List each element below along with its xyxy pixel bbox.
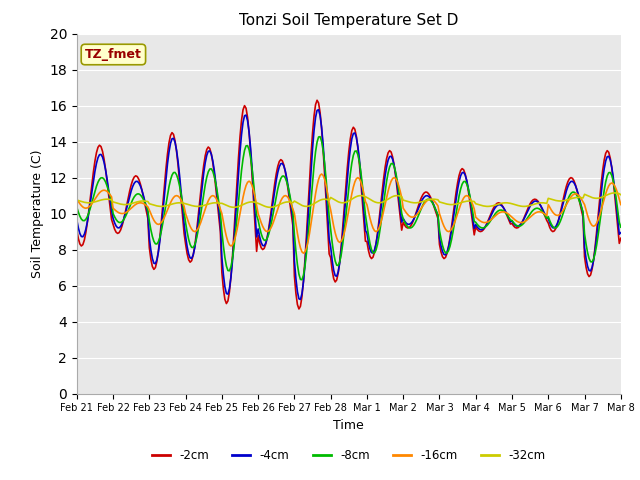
-32cm <box>552 198 559 204</box>
-16cm <box>300 251 307 256</box>
-8cm <box>88 200 96 205</box>
Line: -2cm: -2cm <box>77 100 621 309</box>
-4cm <box>617 230 625 236</box>
-2cm <box>416 199 424 204</box>
-32cm <box>403 198 410 204</box>
-2cm <box>295 306 303 312</box>
X-axis label: Time: Time <box>333 419 364 432</box>
-32cm <box>88 200 96 205</box>
-4cm <box>174 158 182 164</box>
-2cm <box>404 225 412 231</box>
-4cm <box>386 154 394 159</box>
-32cm <box>174 200 182 206</box>
-16cm <box>416 208 424 214</box>
-32cm <box>230 204 238 210</box>
-8cm <box>617 224 625 230</box>
-8cm <box>73 204 81 210</box>
-32cm <box>611 190 619 196</box>
Y-axis label: Soil Temperature (C): Soil Temperature (C) <box>31 149 44 278</box>
-4cm <box>404 221 412 227</box>
-8cm <box>174 177 182 182</box>
Line: -16cm: -16cm <box>77 174 621 253</box>
-8cm <box>298 277 306 283</box>
-8cm <box>554 224 561 229</box>
Text: TZ_fmet: TZ_fmet <box>85 48 142 61</box>
-8cm <box>316 134 324 140</box>
-16cm <box>317 171 325 177</box>
-2cm <box>88 181 96 187</box>
-8cm <box>416 209 424 215</box>
-2cm <box>313 97 321 103</box>
-2cm <box>73 227 81 233</box>
-32cm <box>73 197 81 203</box>
-16cm <box>174 193 182 199</box>
-4cm <box>88 188 96 194</box>
-32cm <box>617 192 625 198</box>
-2cm <box>617 235 625 241</box>
Line: -8cm: -8cm <box>77 137 621 280</box>
-8cm <box>386 164 394 170</box>
-4cm <box>315 107 323 113</box>
-16cm <box>73 196 81 202</box>
-16cm <box>386 182 394 188</box>
-16cm <box>88 201 96 206</box>
Line: -32cm: -32cm <box>77 193 621 207</box>
-32cm <box>415 200 422 205</box>
-2cm <box>174 162 182 168</box>
-2cm <box>554 221 561 227</box>
-8cm <box>404 224 412 230</box>
-2cm <box>386 148 394 154</box>
Legend: -2cm, -4cm, -8cm, -16cm, -32cm: -2cm, -4cm, -8cm, -16cm, -32cm <box>147 444 550 467</box>
-4cm <box>554 221 561 227</box>
-16cm <box>554 213 561 218</box>
Title: Tonzi Soil Temperature Set D: Tonzi Soil Temperature Set D <box>239 13 458 28</box>
Line: -4cm: -4cm <box>77 110 621 300</box>
-16cm <box>617 202 625 207</box>
-16cm <box>404 212 412 217</box>
-4cm <box>296 297 304 302</box>
-4cm <box>73 217 81 223</box>
-32cm <box>384 196 392 202</box>
-4cm <box>416 202 424 208</box>
